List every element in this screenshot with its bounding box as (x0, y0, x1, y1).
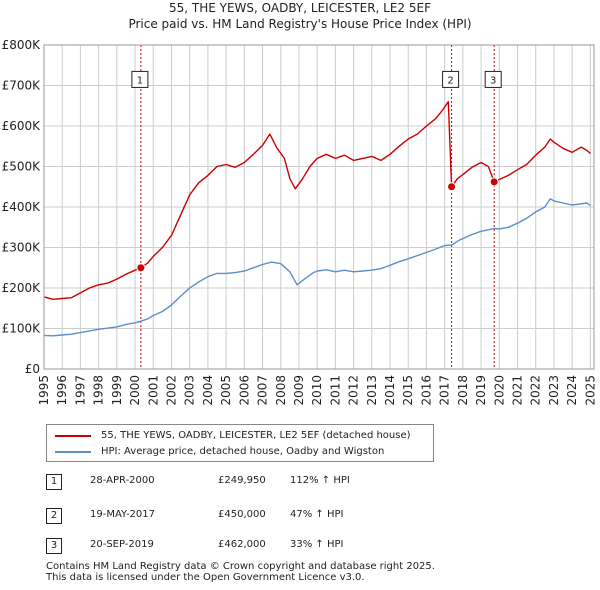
x-tick-label: 2004 (201, 375, 215, 406)
sale-markers (140, 45, 495, 369)
series-line-hpi (43, 198, 591, 337)
sale-label-box (484, 70, 502, 88)
axes: £0 £100K £200K £300K £400K £500K £600K £700K £80… (2, 38, 598, 406)
sale-point (489, 177, 499, 187)
y-tick-label: £700K (2, 79, 42, 93)
sale-label: 1 (137, 75, 143, 86)
transaction-date: 19-MAY-2017 (90, 509, 156, 520)
transaction-number: 1 (46, 474, 62, 490)
transaction-row: 3 20-SEP-2019 £462,000 33% ↑ HPI (46, 538, 446, 554)
x-tick-label: 2023 (547, 375, 561, 406)
x-tick-label: 2006 (237, 375, 251, 406)
transaction-date: 28-APR-2000 (90, 475, 155, 486)
x-tick-label: 2016 (419, 375, 433, 406)
chart: £0 £100K £200K £300K £400K £500K £600K £700K £80… (2, 38, 598, 406)
x-tick-label: 2002 (164, 375, 178, 406)
x-tick-label: 1997 (73, 375, 87, 406)
x-tick-label: 2008 (274, 375, 288, 406)
x-tick-label: 1995 (37, 375, 51, 406)
transaction-date: 20-SEP-2019 (90, 539, 154, 550)
y-tick-label: £400K (2, 200, 42, 214)
x-tick-label: 2001 (146, 375, 160, 406)
transaction-price: £462,000 (218, 539, 266, 550)
transaction-row: 1 28-APR-2000 £249,950 112% ↑ HPI (46, 474, 446, 490)
x-tick-label: 1999 (110, 375, 124, 406)
y-tick-label: £300K (2, 241, 42, 255)
legend-label-property: 55, THE YEWS, OADBY, LEICESTER, LE2 5EF … (101, 430, 411, 441)
x-tick-label: 2021 (511, 375, 525, 406)
legend-swatch-hpi (55, 451, 91, 453)
transaction-hpi-change: 47% ↑ HPI (290, 509, 344, 520)
transaction-number: 2 (46, 508, 62, 524)
sale-point (447, 182, 457, 192)
x-tick-label: 2003 (183, 375, 197, 406)
sale-label-box (131, 70, 149, 88)
x-tick-label: 2000 (128, 375, 142, 406)
transaction-hpi-change: 112% ↑ HPI (290, 475, 350, 486)
x-tick-label: 2022 (529, 375, 543, 406)
sale-label: 2 (447, 75, 453, 86)
y-tick-label: £200K (2, 281, 42, 295)
y-tick-label: £600K (2, 119, 42, 133)
sale-point (136, 263, 146, 273)
y-tick-label: £0 (25, 362, 40, 376)
transaction-price: £450,000 (218, 509, 266, 520)
sale-label: 3 (490, 75, 496, 86)
legend-swatch-property (55, 435, 91, 437)
y-tick-label: £100K (2, 322, 42, 336)
y-tick-label: £500K (2, 160, 42, 174)
plot-border (43, 44, 595, 370)
x-tick-label: 2007 (256, 375, 270, 406)
legend-label-hpi: HPI: Average price, detached house, Oadb… (101, 446, 385, 457)
x-tick-label: 2009 (292, 375, 306, 406)
footer-copyright: Contains HM Land Registry data © Crown c… (46, 561, 435, 572)
footer: Contains HM Land Registry data © Crown c… (46, 561, 435, 583)
legend: 55, THE YEWS, OADBY, LEICESTER, LE2 5EF … (46, 424, 434, 462)
x-tick-label: 2017 (438, 375, 452, 406)
x-tick-label: 2010 (310, 375, 324, 406)
x-tick-label: 2011 (328, 375, 342, 406)
x-tick-label: 1998 (92, 375, 106, 406)
x-tick-label: 2014 (383, 375, 397, 406)
transaction-number: 3 (46, 538, 62, 554)
transaction-price: £249,950 (218, 475, 266, 486)
chart-subtitle: Price paid vs. HM Land Registry's House … (128, 17, 472, 31)
chart-title: 55, THE YEWS, OADBY, LEICESTER, LE2 5EF (169, 1, 431, 15)
grid (43, 44, 594, 370)
chart-title-block: 55, THE YEWS, OADBY, LEICESTER, LE2 5EF … (0, 0, 600, 32)
sale-labels: 1 2 3 (131, 70, 502, 88)
x-tick-label: 2020 (492, 375, 506, 406)
sale-label-box (442, 70, 460, 88)
x-tick-label: 2005 (219, 375, 233, 406)
transaction-row: 2 19-MAY-2017 £450,000 47% ↑ HPI (46, 508, 446, 524)
x-tick-label: 2018 (456, 375, 470, 406)
footer-license: This data is licensed under the Open Gov… (46, 572, 365, 583)
y-tick-label: £800K (2, 38, 42, 52)
x-tick-label: 2025 (583, 375, 597, 406)
transaction-hpi-change: 33% ↑ HPI (290, 539, 344, 550)
series (43, 101, 591, 337)
x-tick-label: 2019 (474, 375, 488, 406)
x-tick-label: 2012 (347, 375, 361, 406)
x-tick-label: 2024 (565, 375, 579, 406)
x-tick-label: 2013 (365, 375, 379, 406)
x-tick-label: 1996 (55, 375, 69, 406)
x-tick-label: 2015 (401, 375, 415, 406)
